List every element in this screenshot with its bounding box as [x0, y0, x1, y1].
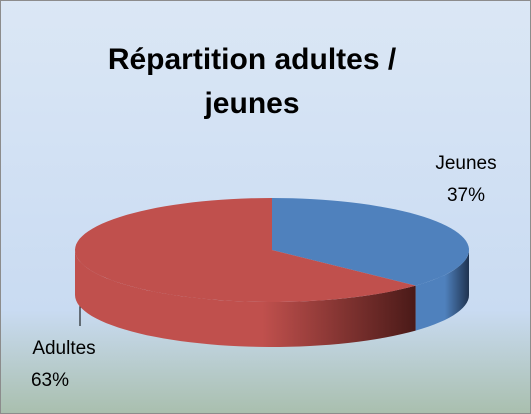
data-label-name: Adultes [32, 338, 95, 359]
slice [75, 198, 416, 302]
data-label-name: Jeunes [435, 153, 496, 174]
slice-side [415, 250, 469, 331]
slice [272, 198, 469, 286]
slice-side [75, 250, 416, 347]
data-label-value: 63% [31, 370, 69, 391]
data-label-value: 37% [447, 185, 485, 206]
chart-title: Répartition adultes / jeunes [107, 43, 397, 120]
